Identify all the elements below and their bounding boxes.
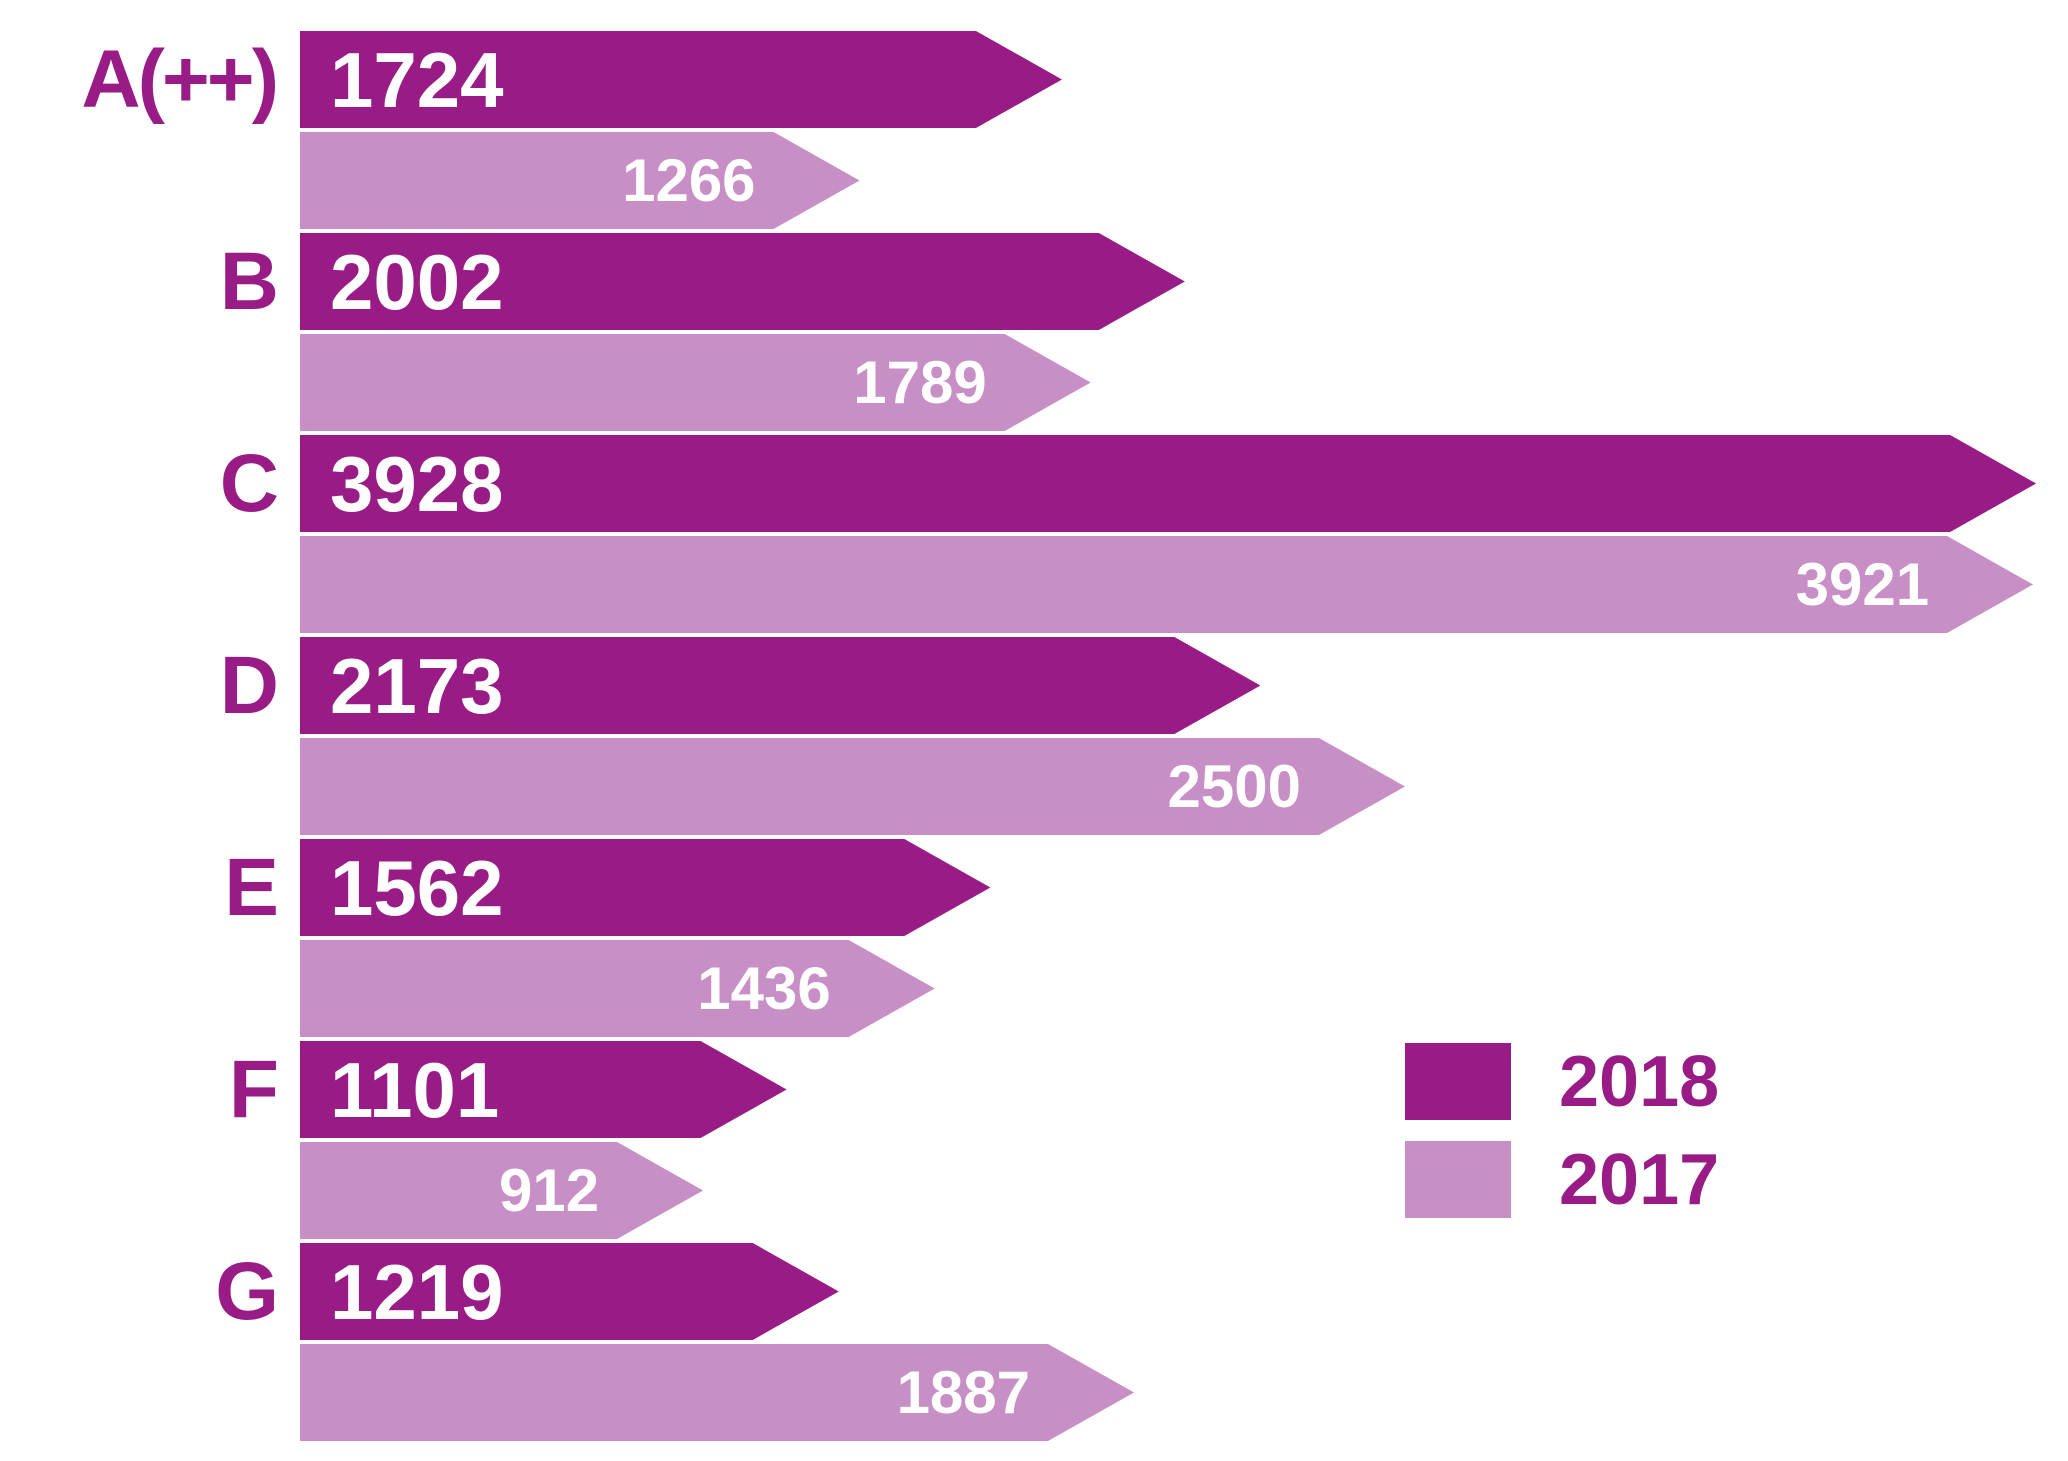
category-cell: E <box>0 839 300 936</box>
bar-2017-C: 3921 <box>300 536 2033 633</box>
bar-zone: 1266 <box>300 132 2068 229</box>
category-cell <box>0 940 300 1037</box>
category-cell <box>0 1142 300 1239</box>
bar-2017-D: 2500 <box>300 738 1405 835</box>
bar-row-D-2018: D 2173 <box>0 637 2068 734</box>
bar-value-label: 1266 <box>622 146 756 214</box>
bar-value-label: 1887 <box>896 1358 1031 1426</box>
legend-swatch-2018 <box>1405 1043 1511 1120</box>
bar-2018-C: 3928 <box>300 435 2036 532</box>
bar-row-D-2017: 2500 <box>0 738 2068 835</box>
category-cell <box>0 334 300 431</box>
bar-zone: 912 <box>300 1142 2068 1239</box>
bar-row-G-2017: 1887 <box>0 1344 2068 1441</box>
bar-value-label: 3928 <box>330 439 504 528</box>
bar-value-label: 3921 <box>1795 550 1930 618</box>
legend-item-2018: 2018 <box>1405 1043 1719 1120</box>
bar-row-A(++)-2018: A(++) 1724 <box>0 31 2068 128</box>
bar-value-label: 1219 <box>330 1247 504 1336</box>
bar-row-F-2018: F 1101 <box>0 1041 2068 1138</box>
category-cell <box>0 1344 300 1441</box>
bar-2018-F: 1101 <box>300 1041 787 1138</box>
legend-swatch-2017 <box>1405 1141 1511 1218</box>
bar-value-label: 1436 <box>697 954 831 1022</box>
bar-2017-G: 1887 <box>300 1344 1134 1441</box>
legend-label-2018: 2018 <box>1559 1041 1720 1122</box>
bar-row-A(++)-2017: 1266 <box>0 132 2068 229</box>
bar-zone: 1724 <box>300 31 2068 128</box>
bar-row-C-2017: 3921 <box>0 536 2068 633</box>
legend-item-2017: 2017 <box>1405 1141 1719 1218</box>
bar-value-label: 2002 <box>330 237 504 326</box>
category-label: D <box>219 639 279 731</box>
category-cell: A(++) <box>0 31 300 128</box>
bar-zone: 3921 <box>300 536 2068 633</box>
bar-value-label: 1724 <box>330 35 504 124</box>
bar-zone: 1562 <box>300 839 2068 936</box>
bar-row-E-2018: E 1562 <box>0 839 2068 936</box>
bar-zone: 2002 <box>300 233 2068 330</box>
bar-zone: 1436 <box>300 940 2068 1037</box>
bar-row-C-2018: C 3928 <box>0 435 2068 532</box>
bar-row-B-2018: B 2002 <box>0 233 2068 330</box>
category-cell: F <box>0 1041 300 1138</box>
category-label: B <box>219 235 279 327</box>
category-cell <box>0 738 300 835</box>
bar-rows: A(++) 1724 1266 B 2002 1789 C 3928 3921 D 2173 2500… <box>0 31 2068 1441</box>
legend-label-2017: 2017 <box>1559 1139 1720 1220</box>
bar-value-label: 1562 <box>330 843 504 932</box>
bar-zone: 3928 <box>300 435 2068 532</box>
bar-2018-E: 1562 <box>300 839 990 936</box>
category-label: G <box>215 1245 279 1337</box>
bar-zone: 1887 <box>300 1344 2068 1441</box>
bar-2018-B: 2002 <box>300 233 1185 330</box>
bar-2017-E: 1436 <box>300 940 935 1037</box>
bar-row-F-2017: 912 <box>0 1142 2068 1239</box>
category-label: F <box>228 1043 279 1135</box>
bar-2017-F: 912 <box>300 1142 703 1239</box>
bar-zone: 2500 <box>300 738 2068 835</box>
bar-value-label: 912 <box>498 1156 600 1224</box>
bar-zone: 1101 <box>300 1041 2068 1138</box>
category-cell: C <box>0 435 300 532</box>
category-cell: G <box>0 1243 300 1340</box>
bar-value-label: 1101 <box>330 1045 500 1134</box>
category-label: C <box>219 437 279 529</box>
category-cell: B <box>0 233 300 330</box>
category-cell <box>0 132 300 229</box>
bar-value-label: 2500 <box>1167 752 1301 820</box>
bar-2018-G: 1219 <box>300 1243 839 1340</box>
bar-2018-A(++): 1724 <box>300 31 1062 128</box>
bar-2017-A(++): 1266 <box>300 132 860 229</box>
category-cell: D <box>0 637 300 734</box>
legend: 2018 2017 <box>1405 1043 1719 1218</box>
category-label: A(++) <box>81 33 279 125</box>
bar-zone: 1789 <box>300 334 2068 431</box>
bar-value-label: 2173 <box>330 641 504 730</box>
category-cell <box>0 536 300 633</box>
bar-row-E-2017: 1436 <box>0 940 2068 1037</box>
category-label: E <box>224 841 279 933</box>
bar-row-B-2017: 1789 <box>0 334 2068 431</box>
bar-zone: 1219 <box>300 1243 2068 1340</box>
bar-row-G-2018: G 1219 <box>0 1243 2068 1340</box>
bar-zone: 2173 <box>300 637 2068 734</box>
bar-2018-D: 2173 <box>300 637 1260 734</box>
bar-2017-B: 1789 <box>300 334 1091 431</box>
bar-value-label: 1789 <box>853 348 987 416</box>
